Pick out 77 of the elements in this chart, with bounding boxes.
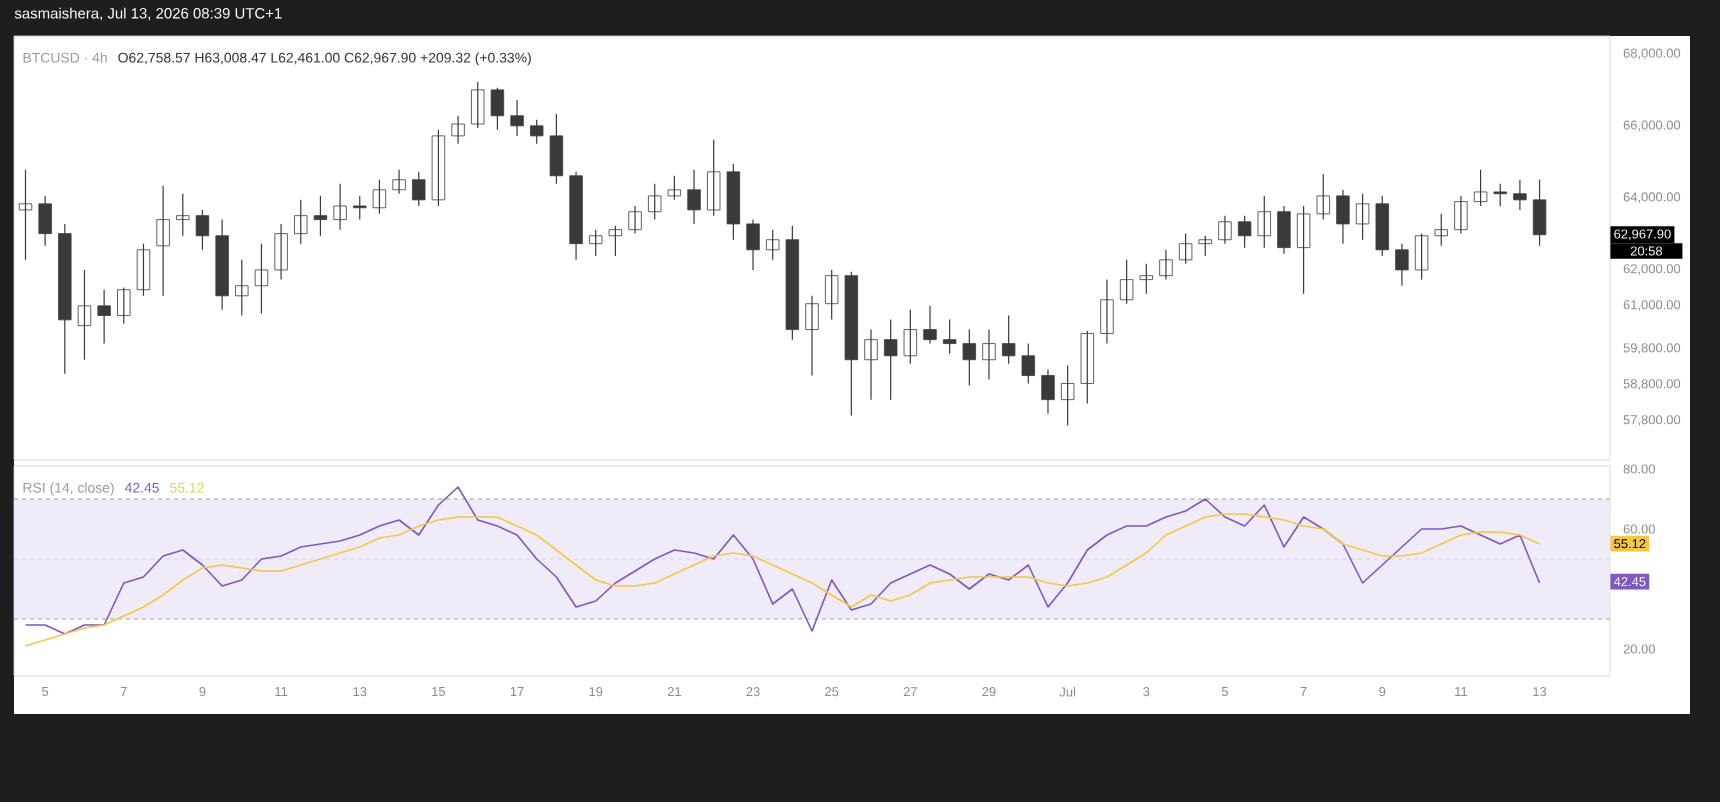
candlestick [982,328,996,381]
candlestick [353,195,367,221]
candlestick [1454,195,1468,235]
candlestick [38,195,52,247]
candlestick [254,243,269,315]
candlestick [451,115,465,145]
candlestick [1493,183,1507,207]
candlestick [1100,279,1114,345]
candlestick [294,199,308,245]
candlestick [1237,215,1252,249]
candlestick [1139,263,1153,295]
candlestick [766,229,780,261]
candlestick [274,223,288,281]
candlestick [136,243,151,297]
candlestick [313,195,328,237]
candlestick [58,223,72,375]
candlestick [589,229,603,257]
candlestick [1060,364,1075,427]
candlestick [1277,205,1291,255]
candlestick [215,219,229,311]
candlestick [97,289,111,345]
candlestick [195,209,210,251]
candlestick [156,185,170,297]
candlestick [1119,259,1134,305]
candlestick [903,309,918,365]
candlestick [412,171,426,207]
candlestick [372,179,387,215]
candlestick [1434,213,1448,247]
candlestick [726,163,741,241]
candlestick [1532,179,1547,247]
candlestick [176,193,190,237]
candlestick [864,328,878,401]
candlestick [333,183,347,231]
candlestick [431,129,446,207]
candlestick [824,269,839,321]
candlestick [785,225,800,341]
candlestick [1159,249,1173,281]
candlestick [1218,215,1232,245]
candlestick [235,259,249,317]
candlestick [471,81,485,129]
candlestick [883,318,898,401]
candlestick [942,318,957,355]
candlestick [549,113,564,185]
candlestick [569,171,583,261]
candlestick [392,169,406,195]
candlestick [1414,233,1429,281]
candlestick [1336,189,1350,245]
candlestick [77,269,92,361]
candlestick [1296,205,1311,295]
candlestick [1355,193,1370,241]
candlestick [1178,233,1193,265]
candlestick [962,328,977,387]
candlestick [1080,330,1094,405]
candlestick [510,99,524,137]
candlestick [1316,173,1330,221]
candlestick [923,305,937,345]
candlestick [608,225,623,257]
candlestick [1473,169,1488,207]
candlestick [1001,314,1016,365]
candlestick [490,87,505,131]
candlestick [687,169,701,225]
candlestick [667,175,682,201]
candlestick [1395,243,1409,287]
candlestick [1257,195,1271,249]
candlestick [530,119,544,145]
candlestick [1041,368,1055,415]
candlestick [1375,195,1389,257]
candlestick [117,286,131,325]
candlestick [805,295,819,377]
candlestick [1513,179,1527,211]
candlestick [844,271,859,417]
candlestick [1198,235,1212,257]
candlestick [746,219,760,271]
candlestick [707,139,721,217]
candlestick [628,205,642,235]
candlestick [1021,342,1036,385]
candlestick [648,183,662,221]
